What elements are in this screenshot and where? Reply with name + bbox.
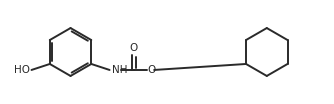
Text: NH: NH [112, 65, 127, 75]
Text: O: O [129, 43, 138, 53]
Text: O: O [148, 65, 156, 75]
Text: HO: HO [13, 65, 29, 75]
